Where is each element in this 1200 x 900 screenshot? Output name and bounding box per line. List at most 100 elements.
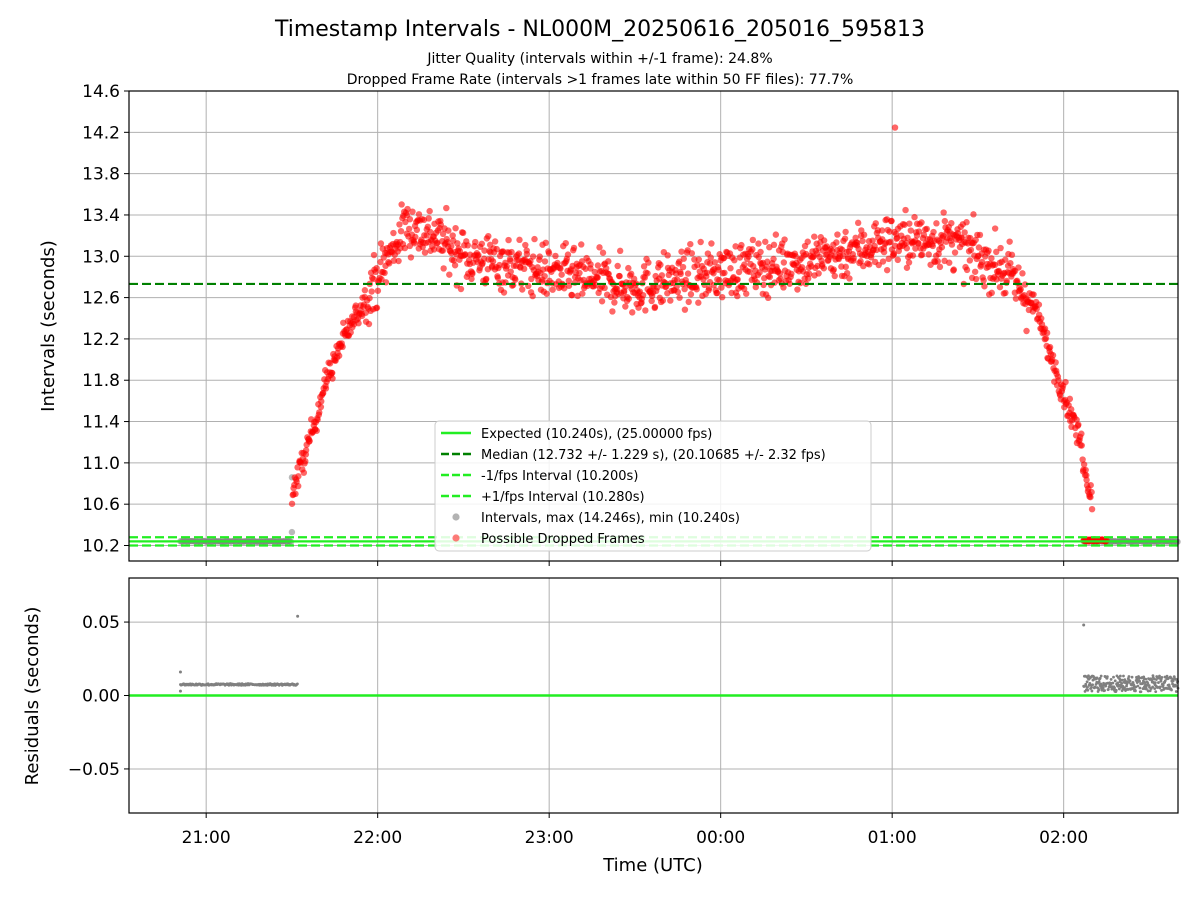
dropped-frame-point <box>648 297 655 305</box>
residual-point <box>1082 685 1086 688</box>
dropped-frame-point <box>843 269 851 277</box>
dropped-frame-point <box>355 320 362 327</box>
dropped-frame-point <box>294 482 302 490</box>
dropped-frame-point <box>1008 251 1016 259</box>
dropped-frame-point <box>361 287 369 294</box>
dropped-frame-point <box>450 257 457 264</box>
residual-point <box>1130 683 1134 687</box>
dropped-frame-point <box>1066 395 1074 403</box>
residual-point <box>1123 686 1126 690</box>
legend-entry-label: Expected (10.240s), (25.00000 fps) <box>481 427 712 442</box>
dropped-frame-point <box>695 256 702 263</box>
dropped-frame-point <box>629 309 636 316</box>
dropped-frame-point <box>762 238 769 245</box>
dropped-frame-point <box>996 283 1004 291</box>
residual-point <box>1122 674 1125 678</box>
dropped-frame-point <box>1023 327 1030 335</box>
dropped-frame-point <box>1003 277 1010 285</box>
residual-outlier-point <box>178 670 182 674</box>
residual-point <box>1125 682 1129 686</box>
dropped-frame-point <box>963 266 971 274</box>
residual-point <box>1090 689 1094 693</box>
dropped-frame-point <box>527 257 534 265</box>
residual-point <box>1136 684 1140 688</box>
dropped-frame-point <box>988 289 995 297</box>
dropped-frame-point <box>406 242 414 250</box>
dropped-frame-point <box>601 284 608 292</box>
dropped-frame-point <box>645 259 652 266</box>
legend: Expected (10.240s), (25.00000 fps) Median… <box>434 420 872 552</box>
dropped-frame-point <box>1002 289 1009 297</box>
dropped-frame-point <box>602 265 610 272</box>
residuals-y-tick-label: 0.00 <box>82 687 120 707</box>
dropped-frame-point <box>322 385 330 392</box>
dropped-frame-point <box>866 261 873 268</box>
dropped-frame-point <box>1083 476 1090 484</box>
dropped-frame-point <box>727 265 734 272</box>
dropped-frame-point <box>933 220 940 227</box>
dropped-frame-point <box>1043 329 1051 337</box>
residual-point <box>1160 676 1164 679</box>
dropped-frame-point <box>378 275 385 283</box>
dropped-frame-max-point <box>891 124 899 131</box>
dropped-frame-point <box>688 250 696 257</box>
dropped-frame-point <box>951 249 959 256</box>
dropped-frame-point <box>657 261 664 268</box>
dropped-frame-point <box>860 231 868 239</box>
dropped-frame-point <box>395 257 402 265</box>
chart-subtitle-dropped: Dropped Frame Rate (intervals >1 frames … <box>347 72 854 88</box>
residual-point <box>1118 674 1122 678</box>
dropped-frame-point <box>478 240 486 247</box>
dropped-frame-point <box>740 285 748 293</box>
dropped-frame-point <box>985 247 992 254</box>
x-tick-label: 00:00 <box>696 828 745 848</box>
dropped-frame-point <box>888 217 895 225</box>
dropped-frame-point <box>591 268 598 276</box>
dropped-frame-point <box>529 292 536 300</box>
dropped-frame-point <box>746 268 753 276</box>
dropped-frame-point <box>886 228 893 235</box>
dropped-frame-point <box>1078 430 1085 437</box>
dropped-frame-point <box>676 294 683 301</box>
residual-point <box>1165 674 1169 678</box>
dropped-frame-point <box>786 280 793 287</box>
dropped-frame-point <box>613 285 621 293</box>
dropped-frame-point <box>611 299 618 306</box>
dropped-frame-point <box>820 265 828 272</box>
dropped-frame-point <box>448 243 455 250</box>
dropped-frame-point <box>970 211 977 218</box>
intervals-y-axis-label: Intervals (seconds) <box>38 240 59 412</box>
dropped-frame-point <box>520 265 528 273</box>
dropped-frame-point <box>743 290 750 297</box>
dropped-frame-point <box>1068 406 1075 413</box>
residuals-axes: 21:00 22:00 23:00 00:00 01:00 02:00 0.05 0.00 −0… <box>22 577 1180 876</box>
intervals-y-tick-label: 13.4 <box>82 206 120 226</box>
dropped-frame-point <box>1017 286 1024 293</box>
intervals-y-tick-label: 13.8 <box>82 165 120 185</box>
x-tick-label: 02:00 <box>1039 828 1088 848</box>
dropped-frame-point <box>288 500 296 507</box>
dropped-frame-point <box>373 304 381 311</box>
residual-point <box>1137 676 1141 680</box>
residuals-y-tick-label: 0.05 <box>82 613 120 633</box>
dropped-frame-point <box>565 282 573 289</box>
dropped-frame-point <box>1046 343 1054 351</box>
dropped-frame-point <box>1088 488 1095 496</box>
dropped-frame-point <box>923 225 930 233</box>
intervals-y-tick-label: 14.6 <box>82 82 120 102</box>
chart-subtitle-jitter: Jitter Quality (intervals within +/-1 fr… <box>426 51 772 67</box>
residual-point <box>1098 676 1102 680</box>
dropped-frame-point <box>1030 291 1037 298</box>
dropped-frame-point <box>903 239 910 247</box>
dropped-frame-point <box>988 255 995 262</box>
residual-point <box>1111 681 1115 685</box>
intervals-y-tick-label: 13.0 <box>82 247 120 267</box>
x-axis-label: Time (UTC) <box>602 855 703 876</box>
dropped-frame-point <box>906 220 913 227</box>
dropped-frame-point <box>777 275 784 282</box>
dropped-frame-point <box>716 277 723 284</box>
dropped-frame-point <box>452 224 459 232</box>
dropped-frame-point <box>915 228 923 235</box>
dropped-frame-point <box>883 266 891 274</box>
dropped-frame-point <box>961 229 968 236</box>
